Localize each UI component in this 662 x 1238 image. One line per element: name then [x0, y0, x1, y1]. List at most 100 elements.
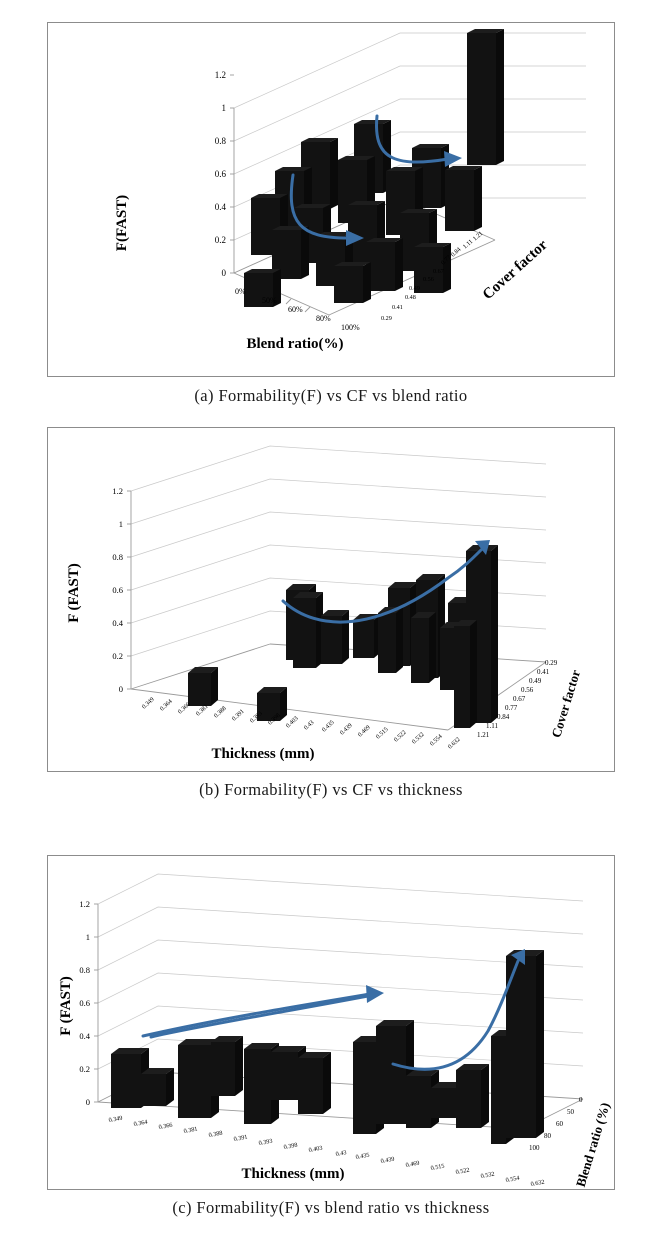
x-tick: 0.554: [429, 733, 444, 748]
bar: [244, 269, 281, 307]
x-tick: 0.381: [183, 1126, 198, 1135]
chart-b-x-ticks: 0.349 0.364 0.366 0.381 0.388 0.391 0.39…: [141, 696, 462, 751]
depth-tick: 0.29: [545, 659, 558, 667]
x-tick: 0.522: [393, 729, 408, 744]
depth-tick: 0.77: [505, 704, 518, 712]
x-tick: 0.391: [233, 1134, 248, 1143]
chart-c-depth-ticks: 0 50 60 80 100: [529, 1096, 583, 1152]
bar: [414, 243, 451, 293]
x-tick: 0.632: [530, 1179, 545, 1188]
x-tick: 0.403: [285, 715, 300, 730]
x-tick: 0.554: [505, 1175, 520, 1184]
bar: [454, 620, 477, 728]
x-tick: 0.388: [213, 705, 228, 720]
depth-tick: 0.56: [423, 276, 434, 283]
chart-b-annotations: [281, 540, 490, 624]
z-tick: 0.4: [79, 1031, 90, 1041]
z-tick: 1: [86, 932, 90, 942]
chart-b-depth-ticks: 0.29 0.41 0.49 0.56 0.67 0.77 0.84 1.11 …: [477, 659, 558, 739]
x-tick: 0%: [235, 287, 246, 296]
bar: [257, 687, 287, 721]
x-tick: 100%: [341, 323, 360, 332]
chart-panel-a: 0 0.2 0.4 0.6 0.8 1 1.2: [47, 22, 615, 377]
bar: [141, 1068, 174, 1106]
depth-tick: 0.67: [513, 695, 526, 703]
x-tick: 0.43: [303, 719, 316, 731]
x-tick: 0.439: [339, 722, 354, 737]
depth-tick: 100: [529, 1144, 540, 1152]
depth-tick: 60: [556, 1120, 564, 1128]
bar: [334, 262, 371, 303]
depth-tick: 0.48: [405, 294, 416, 301]
z-tick: 0: [222, 268, 227, 278]
depth-tick: 80: [544, 1132, 552, 1140]
x-tick: 0.43: [335, 1149, 347, 1158]
z-tick: 0.6: [215, 169, 227, 179]
bar: [467, 29, 504, 165]
x-tick: 0.364: [133, 1119, 148, 1128]
chart-c-annotations: [141, 949, 525, 1071]
z-tick: 1.2: [112, 486, 123, 496]
bar: [411, 612, 436, 683]
x-tick: 80%: [316, 314, 331, 323]
x-tick: 0.366: [158, 1122, 173, 1131]
caption-c: (c) Formability(F) vs blend ratio vs thi…: [172, 1198, 490, 1217]
chart-a-x-axis-title: Blend ratio(%): [246, 336, 343, 352]
x-tick: 0.515: [375, 726, 390, 741]
x-tick: 0.515: [430, 1163, 445, 1172]
bar: [321, 610, 349, 664]
x-tick: 0.469: [405, 1160, 420, 1169]
chart-c-depth-axis-title: Blend ratio (%): [573, 1101, 613, 1189]
z-tick: 1.2: [215, 70, 226, 80]
x-tick: 0.349: [108, 1115, 123, 1124]
chart-c-svg: 0 0.2 0.4 0.6 0.8 1 1.2: [58, 873, 613, 1189]
caption-a: (a) Formability(F) vs CF vs blend ratio: [194, 386, 468, 405]
bar: [353, 614, 381, 658]
z-tick: 0.4: [215, 202, 227, 212]
bar: [366, 238, 403, 291]
z-tick: 0.8: [215, 136, 227, 146]
bar: [293, 592, 323, 668]
chart-c-z-axis-title: F (FAST): [58, 976, 74, 1036]
x-tick: 0.398: [283, 1142, 298, 1151]
x-tick: 0.532: [480, 1171, 495, 1180]
depth-tick: 1.11: [462, 238, 475, 250]
depth-tick: 0.49: [409, 285, 420, 292]
depth-tick: 0.84: [497, 713, 510, 721]
z-tick: 0.8: [79, 965, 90, 975]
bar: [298, 1052, 331, 1114]
z-tick: 0: [86, 1097, 90, 1107]
bar: [188, 667, 218, 706]
bar: [211, 1036, 243, 1096]
x-tick: 0.349: [141, 696, 156, 711]
chart-b-x-axis-title: Thickness (mm): [212, 746, 315, 762]
chart-b-z-ticks: 0 0.2 0.4 0.6 0.8 1 1.2: [112, 486, 123, 694]
chart-a-bars: [244, 29, 504, 307]
chart-a-x-ticks: 0% 50% 60% 80% 100%: [235, 287, 360, 332]
z-tick: 0.6: [79, 998, 90, 1008]
z-tick: 0.6: [112, 585, 123, 595]
depth-tick: 0.49: [529, 677, 542, 685]
x-tick: 60%: [288, 305, 303, 314]
x-tick: 0.439: [380, 1156, 395, 1165]
chart-b-depth-axis-title: Cover factor: [548, 668, 583, 740]
depth-tick: 0.56: [521, 686, 534, 694]
z-tick: 0.2: [112, 651, 123, 661]
depth-tick: 1.21: [477, 731, 490, 739]
chart-panel-c: 0 0.2 0.4 0.6 0.8 1 1.2: [47, 855, 615, 1190]
chart-c-x-ticks: 0.349 0.364 0.366 0.381 0.388 0.391 0.39…: [108, 1115, 545, 1188]
z-tick: 0.2: [215, 235, 226, 245]
z-tick: 0.2: [79, 1064, 90, 1074]
chart-b-svg: 0 0.2 0.4 0.6 0.8 1 1.2: [66, 445, 583, 762]
depth-tick: 0.84: [450, 246, 463, 258]
chart-a-annotations: [289, 114, 462, 246]
x-tick: 0.435: [355, 1152, 370, 1161]
bar: [272, 226, 309, 279]
x-tick: 0.522: [455, 1167, 470, 1176]
depth-tick: 0.29: [381, 315, 392, 322]
chart-c-z-ticks: 0 0.2 0.4 0.6 0.8 1 1.2: [79, 899, 90, 1107]
bar: [445, 166, 482, 231]
x-tick: 50%: [262, 296, 277, 305]
x-tick: 0.388: [208, 1130, 223, 1139]
chart-b-z-axis-title: F (FAST): [66, 563, 82, 623]
